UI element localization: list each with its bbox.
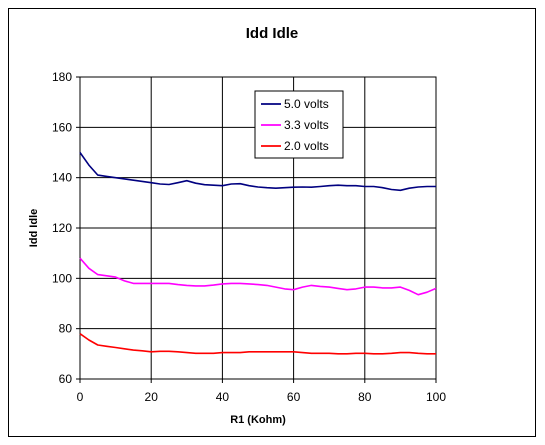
x-tick-label: 40	[216, 390, 230, 404]
chart-title: Idd Idle	[246, 25, 299, 42]
legend: 5.0 volts 3.3 volts 2.0 volts	[254, 90, 344, 159]
legend-entry: 3.3 volts	[284, 118, 329, 132]
y-tick-label: 160	[52, 120, 72, 134]
legend-entry: 2.0 volts	[284, 139, 329, 153]
x-tick-label: 60	[287, 390, 301, 404]
x-axis-label: R1 (Kohm)	[230, 414, 286, 426]
series-lines	[79, 152, 437, 355]
x-axis-ticks: 0 20 40 60 80 100	[77, 379, 446, 404]
x-tick-label: 80	[358, 390, 372, 404]
series-line-1	[79, 257, 437, 296]
legend-entry: 5.0 volts	[284, 97, 329, 111]
y-tick-label: 80	[59, 322, 73, 336]
series-line-0	[79, 152, 436, 192]
x-tick-label: 20	[145, 390, 159, 404]
y-tick-label: 180	[52, 70, 72, 84]
y-axis-ticks: 60 80 100 120 140 160 180	[52, 70, 80, 386]
y-axis-label: Idd Idle	[28, 209, 40, 248]
x-tick-label: 0	[77, 390, 84, 404]
y-tick-label: 140	[52, 171, 72, 185]
chart-frame	[8, 8, 536, 437]
y-tick-label: 100	[52, 271, 72, 285]
x-tick-label: 100	[426, 390, 446, 404]
y-tick-label: 120	[52, 221, 72, 235]
y-tick-label: 60	[59, 372, 73, 386]
series-line-2	[79, 333, 436, 355]
